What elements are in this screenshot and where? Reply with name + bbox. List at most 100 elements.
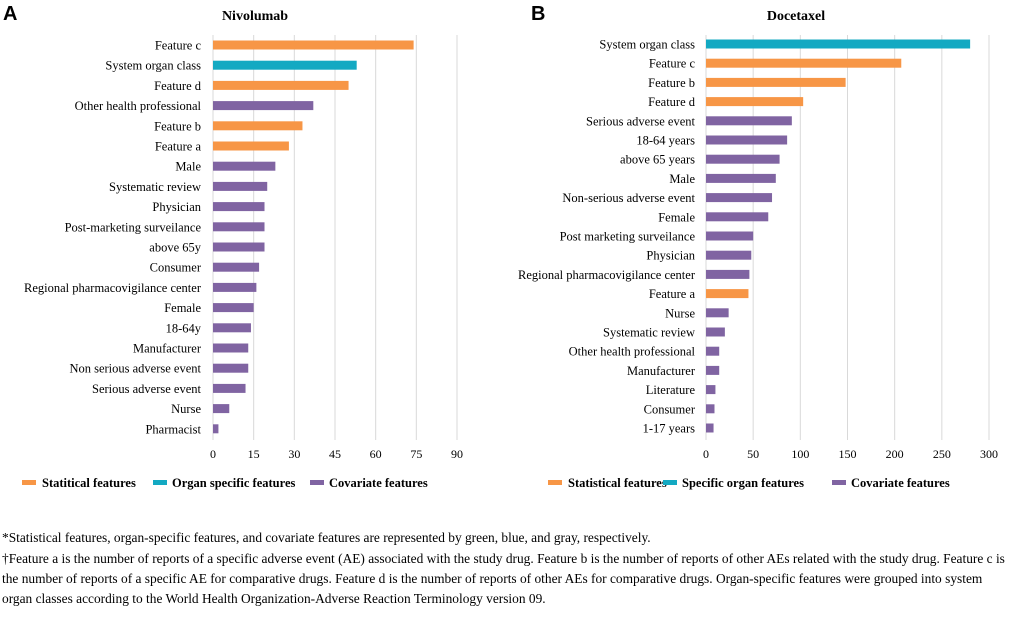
category-label-a-2: Feature d [154,79,202,93]
category-label-a-3: Other health professional [75,99,202,113]
category-label-b-9: Female [658,210,695,224]
legend-label-organ-a: Organ specific features [172,476,295,490]
legend-swatch-statistical-a [22,480,36,485]
category-label-a-15: Manufacturer [133,342,202,356]
bar-b-19 [706,404,715,414]
bar-a-2 [213,80,349,90]
bar-a-19 [213,424,219,434]
legend-label-covariate-b: Covariate features [851,476,950,490]
category-label-b-13: Feature a [649,287,696,301]
category-label-b-14: Nurse [665,306,695,320]
panel-a-legend: Statitical features Organ specific featu… [22,476,428,490]
bar-a-4 [213,121,303,131]
category-label-a-18: Nurse [171,402,201,416]
bar-b-0 [706,39,971,49]
category-label-a-19: Pharmacist [145,422,201,436]
x-tick-label-a-4: 60 [370,447,382,461]
category-label-b-12: Regional pharmacovigilance center [518,268,696,282]
bar-a-8 [213,202,265,212]
category-label-b-7: Male [669,172,695,186]
x-tick-label-b-3: 150 [839,447,857,461]
panel-b-category-labels: System organ class Feature c Feature b Feat… [518,38,696,436]
legend-label-covariate-a: Covariate features [329,476,428,490]
bar-a-1 [213,60,357,70]
legend-swatch-covariate-b [832,480,846,485]
bar-a-10 [213,242,265,252]
footnote-color-legend: *Statistical features, organ-specific fe… [2,530,651,545]
x-tick-label-a-6: 90 [451,447,463,461]
panel-b-title: Docetaxel [767,9,825,24]
category-label-b-15: Systematic review [603,326,695,340]
legend-swatch-organ-a [153,480,167,485]
bar-b-5 [706,135,788,145]
category-label-b-10: Post marketing surveilance [560,230,696,244]
bar-a-12 [213,282,257,292]
legend-label-statistical-b: Statistical features [568,476,667,490]
footnote-feature-definitions: †Feature a is the number of reports of a… [2,551,1005,606]
bar-b-6 [706,154,780,164]
bar-b-2 [706,77,846,87]
panel-a-title: Nivolumab [222,9,288,24]
category-label-b-3: Feature d [648,95,696,109]
category-label-b-1: Feature c [649,57,696,71]
bar-b-16 [706,346,720,356]
x-tick-label-b-0: 0 [703,447,709,461]
category-label-a-17: Serious adverse event [92,382,202,396]
legend-swatch-statistical-b [548,480,562,485]
panel-a-gridlines [212,35,458,440]
category-label-a-5: Feature a [155,140,202,154]
panel-b-legend: Statistical features Specific organ feat… [548,476,950,490]
bar-b-18 [706,385,716,395]
bar-a-17 [213,383,246,393]
category-label-b-20: 1-17 years [643,422,696,436]
category-label-a-12: Regional pharmacovigilance center [24,281,202,295]
x-tick-label-b-2: 100 [791,447,809,461]
bar-b-17 [706,365,720,375]
panel-b-x-tick-labels: 0 50 100 150 200 250 300 [703,447,998,461]
x-tick-label-a-0: 0 [210,447,216,461]
bar-b-12 [706,269,750,279]
x-tick-label-b-5: 250 [933,447,951,461]
x-tick-label-b-4: 200 [886,447,904,461]
category-label-a-16: Non serious adverse event [69,362,201,376]
category-label-a-13: Female [164,301,201,315]
panel-a-bars [213,40,414,434]
legend-swatch-organ-b [663,480,677,485]
x-tick-label-a-5: 75 [410,447,422,461]
bar-a-5 [213,141,289,151]
x-tick-label-a-3: 45 [329,447,341,461]
panel-a-x-tick-labels: 0 15 30 45 60 75 90 [210,447,463,461]
bar-b-8 [706,193,773,203]
category-label-b-11: Physician [646,249,695,263]
x-tick-label-a-1: 15 [248,447,260,461]
category-label-b-16: Other health professional [569,345,696,359]
footnotes: *Statistical features, organ-specific fe… [2,528,1006,610]
category-label-b-4: Serious adverse event [586,114,696,128]
bar-b-3 [706,97,804,107]
bar-a-9 [213,222,265,232]
bar-b-10 [706,231,754,241]
bar-a-7 [213,181,268,191]
category-label-a-14: 18-64y [166,321,202,335]
bar-a-3 [213,101,314,111]
panel-b: B Docetaxel System organ class Feature c F… [518,3,998,490]
bar-b-9 [706,212,769,222]
legend-label-statistical-a: Statitical features [42,476,136,490]
bar-b-1 [706,58,902,68]
x-tick-label-b-1: 50 [747,447,759,461]
bar-a-18 [213,404,230,414]
bar-a-15 [213,343,249,353]
bar-a-11 [213,262,260,272]
bar-b-15 [706,327,725,337]
category-label-a-7: Systematic review [109,180,201,194]
category-label-a-10: above 65y [149,241,201,255]
bar-a-0 [213,40,414,50]
category-label-b-2: Feature b [648,76,695,90]
legend-label-organ-b: Specific organ features [682,476,804,490]
bar-b-20 [706,423,714,433]
x-tick-label-a-2: 30 [288,447,300,461]
category-label-b-18: Literature [646,383,696,397]
bar-b-13 [706,289,749,299]
